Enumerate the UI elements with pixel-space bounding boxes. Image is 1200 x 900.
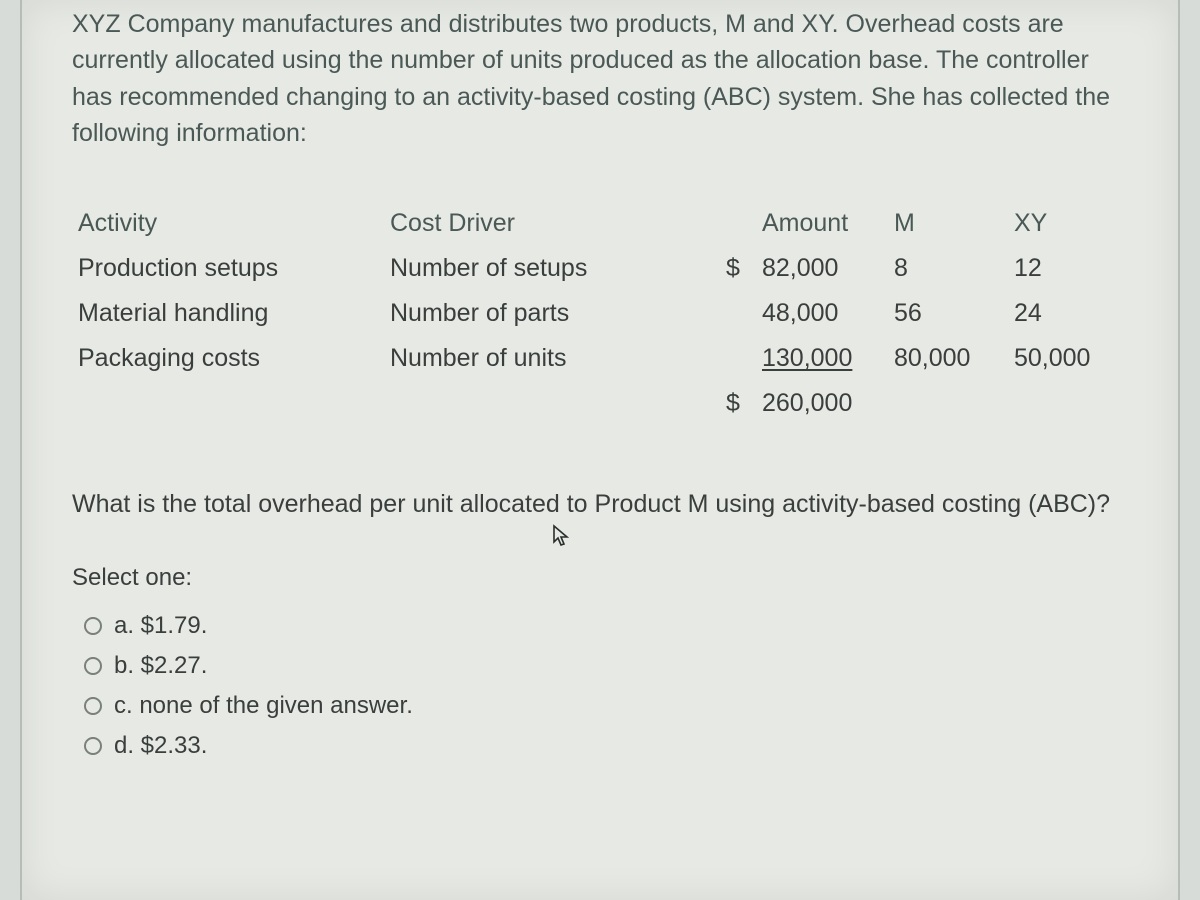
select-one-label: Select one:: [72, 564, 1128, 592]
header-m: M: [888, 201, 1008, 246]
cell-driver: Number of setups: [384, 246, 720, 291]
question-text: What is the total overhead per unit allo…: [72, 486, 1128, 524]
option-b[interactable]: b. $2.27.: [72, 646, 1128, 686]
header-activity: Activity: [72, 201, 384, 246]
header-blank-currency: [720, 201, 756, 246]
cell-xy: 50,000: [1008, 336, 1128, 381]
question-page: XYZ Company manufactures and distributes…: [20, 0, 1180, 900]
cell-xy: 24: [1008, 291, 1128, 336]
option-label: a. $1.79.: [114, 612, 207, 640]
cell-m: 8: [888, 246, 1008, 291]
cell-currency: [720, 336, 756, 381]
radio-icon[interactable]: [84, 737, 102, 755]
cell-m: 80,000: [888, 336, 1008, 381]
radio-icon[interactable]: [84, 657, 102, 675]
table-row: Material handling Number of parts 48,000…: [72, 291, 1128, 336]
header-amount: Amount: [756, 201, 888, 246]
cell-activity: Packaging costs: [72, 336, 384, 381]
cell-m: 56: [888, 291, 1008, 336]
option-label: d. $2.33.: [114, 732, 207, 760]
activity-table: Activity Cost Driver Amount M XY Product…: [72, 201, 1128, 426]
cell-amount: 130,000: [756, 336, 888, 381]
table-row: Packaging costs Number of units 130,000 …: [72, 336, 1128, 381]
radio-icon[interactable]: [84, 617, 102, 635]
radio-icon[interactable]: [84, 697, 102, 715]
table-row: Production setups Number of setups $ 82,…: [72, 246, 1128, 291]
cell-driver: Number of units: [384, 336, 720, 381]
total-currency: $: [720, 381, 756, 426]
cell-currency: [720, 291, 756, 336]
cell-driver: Number of parts: [384, 291, 720, 336]
cell-currency: $: [720, 246, 756, 291]
cell-amount: 82,000: [756, 246, 888, 291]
header-xy: XY: [1008, 201, 1128, 246]
table-total-row: $ 260,000: [72, 381, 1128, 426]
options-list: a. $1.79. b. $2.27. c. none of the given…: [72, 606, 1128, 766]
cell-activity: Production setups: [72, 246, 384, 291]
cell-amount: 48,000: [756, 291, 888, 336]
total-amount: 260,000: [756, 381, 888, 426]
option-d[interactable]: d. $2.33.: [72, 726, 1128, 766]
option-label: b. $2.27.: [114, 652, 207, 680]
cell-xy: 12: [1008, 246, 1128, 291]
option-c[interactable]: c. none of the given answer.: [72, 686, 1128, 726]
cell-activity: Material handling: [72, 291, 384, 336]
cursor-icon: [552, 524, 570, 557]
option-a[interactable]: a. $1.79.: [72, 606, 1128, 646]
header-driver: Cost Driver: [384, 201, 720, 246]
option-label: c. none of the given answer.: [114, 692, 413, 720]
table-header-row: Activity Cost Driver Amount M XY: [72, 201, 1128, 246]
intro-text: XYZ Company manufactures and distributes…: [72, 0, 1128, 181]
